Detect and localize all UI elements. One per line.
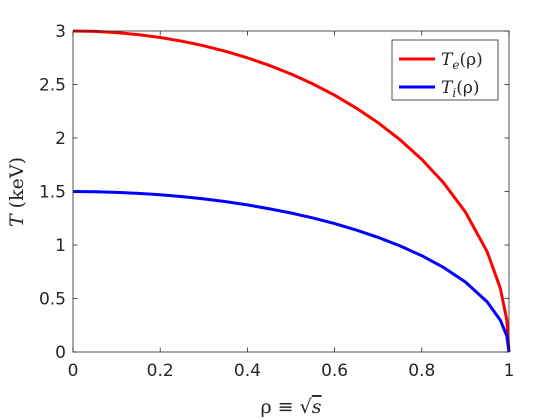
legend-box: [391, 39, 499, 101]
y-tick-label: 2: [55, 129, 66, 149]
y-tick-label: 3: [55, 22, 66, 42]
x-axis-ticks: 0 0.2 0.4 0.6 0.8 1: [68, 31, 515, 381]
y-axis-label-unit: (keV): [6, 157, 28, 208]
y-tick-label: 0: [55, 343, 66, 363]
x-axis-label-main: ρ ≡ √: [260, 396, 312, 418]
legend-label-ti: Ti(ρ): [441, 78, 479, 100]
series-line-0: [72, 29, 511, 353]
x-axis-label-var: s: [312, 396, 322, 418]
y-tick-label: 1: [55, 236, 66, 256]
x-tick-label: 0.8: [408, 361, 435, 381]
y-axis-ticks: 0 0.5 1 1.5 2 2.5 3: [39, 22, 509, 363]
x-tick-label: 0.2: [147, 361, 174, 381]
y-tick-label: 1.5: [39, 183, 66, 203]
legend: Te(ρ) Ti(ρ): [391, 39, 499, 101]
series-layer: [72, 29, 511, 353]
y-tick-label: 2.5: [39, 76, 66, 96]
y-axis-label: T (keV): [6, 157, 28, 227]
legend-label-te: Te(ρ): [441, 50, 483, 72]
y-tick-label: 0.5: [39, 290, 66, 310]
y-axis-label-var: T: [6, 213, 28, 227]
x-tick-label: 0.6: [321, 361, 348, 381]
x-tick-label: 1: [504, 361, 515, 381]
x-tick-label: 0.4: [234, 361, 261, 381]
x-axis-label: ρ ≡ √s: [260, 396, 321, 418]
series-line-1: [72, 190, 511, 353]
x-tick-label: 0: [68, 361, 79, 381]
